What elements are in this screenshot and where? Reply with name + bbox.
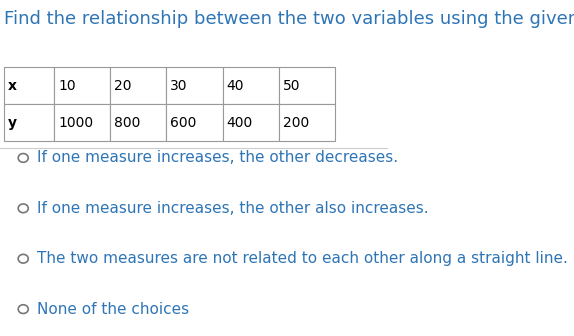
Bar [110, 104, 166, 141]
Bar [4, 104, 54, 141]
Text: 800: 800 [114, 116, 141, 130]
Text: 40: 40 [227, 79, 244, 93]
Text: 30: 30 [170, 79, 188, 93]
Bar [166, 104, 223, 141]
Text: 1000: 1000 [58, 116, 93, 130]
Bar [54, 67, 110, 104]
Bar [54, 104, 110, 141]
Text: 50: 50 [282, 79, 300, 93]
Text: x: x [7, 79, 17, 93]
Bar [4, 67, 54, 104]
Text: 600: 600 [170, 116, 197, 130]
Bar [110, 67, 166, 104]
Text: If one measure increases, the other also increases.: If one measure increases, the other also… [37, 201, 428, 216]
Text: If one measure increases, the other decreases.: If one measure increases, the other decr… [37, 151, 398, 165]
Bar [223, 104, 279, 141]
Bar [223, 67, 279, 104]
Text: 200: 200 [282, 116, 309, 130]
Text: y: y [7, 116, 17, 130]
Text: The two measures are not related to each other along a straight line.: The two measures are not related to each… [37, 251, 568, 266]
Bar [279, 67, 335, 104]
Text: Find the relationship between the two variables using the given data.: Find the relationship between the two va… [4, 10, 574, 28]
Text: 10: 10 [58, 79, 76, 93]
Text: 20: 20 [114, 79, 131, 93]
Bar [279, 104, 335, 141]
Bar [166, 67, 223, 104]
Text: None of the choices: None of the choices [37, 302, 189, 317]
Text: 400: 400 [227, 116, 253, 130]
